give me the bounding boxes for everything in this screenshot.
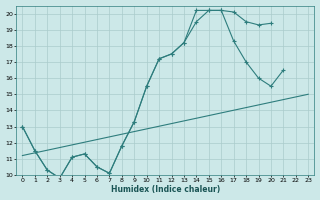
X-axis label: Humidex (Indice chaleur): Humidex (Indice chaleur) — [111, 185, 220, 194]
